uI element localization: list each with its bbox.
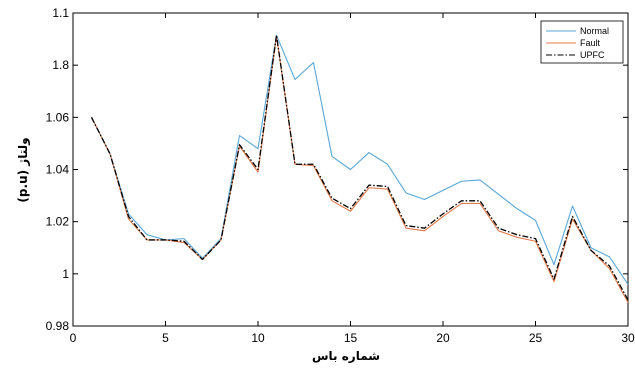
y-tick-label: 1.06 bbox=[46, 110, 70, 124]
y-tick-label: 1.1 bbox=[52, 6, 69, 20]
legend-box bbox=[540, 20, 624, 64]
x-tick-label: 5 bbox=[162, 331, 169, 345]
series-line-normal bbox=[91, 34, 629, 285]
x-tick-label: 25 bbox=[529, 331, 543, 345]
y-axis-label: ولتاژ (p.u) bbox=[16, 137, 31, 202]
y-tick-label: 1.04 bbox=[46, 163, 70, 177]
legend-label-fault: Fault bbox=[580, 38, 601, 48]
x-tick-label: 15 bbox=[344, 331, 358, 345]
series-line-fault bbox=[91, 35, 629, 303]
y-axis-ticks: 0.98 1 1.02 1.04 1.06 1.8 1.1 bbox=[46, 6, 628, 333]
y-tick-label: 1.02 bbox=[46, 215, 70, 229]
x-tick-label: 0 bbox=[70, 331, 77, 345]
series-layer bbox=[90, 34, 629, 303]
x-axis-label: شماره باس bbox=[312, 349, 380, 363]
x-tick-label: 30 bbox=[621, 331, 635, 345]
legend: Normal Fault UPFC bbox=[540, 20, 624, 64]
legend-label-upfc: UPFC bbox=[580, 50, 605, 60]
y-tick-label: 0.98 bbox=[46, 319, 70, 333]
legend-label-normal: Normal bbox=[580, 26, 609, 36]
x-tick-label: 10 bbox=[251, 331, 265, 345]
series-line-upfc bbox=[90, 34, 629, 301]
x-axis-ticks: 0 5 10 15 20 25 30 bbox=[70, 13, 635, 345]
y-tick-label: 1.8 bbox=[52, 58, 69, 72]
y-tick-label: 1 bbox=[62, 267, 69, 281]
x-tick-label: 20 bbox=[436, 331, 450, 345]
